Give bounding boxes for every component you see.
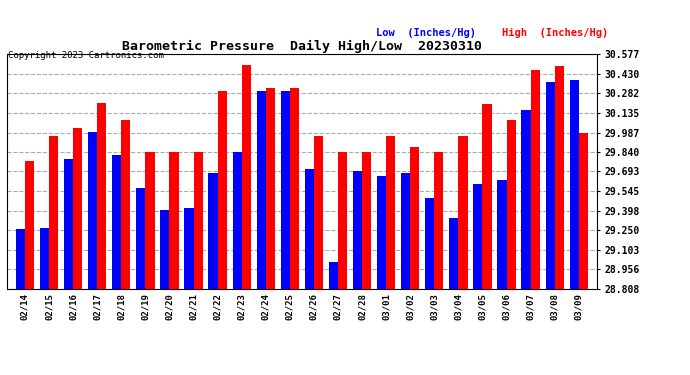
Bar [112,154,121,289]
Bar [522,110,531,289]
Bar [570,81,579,289]
Text: Copyright 2023 Cartronics.com: Copyright 2023 Cartronics.com [8,51,164,60]
Text: Low  (Inches/Hg): Low (Inches/Hg) [376,28,476,38]
Bar [425,198,434,289]
Bar [546,82,555,289]
Text: High  (Inches/Hg): High (Inches/Hg) [502,28,609,38]
Bar [64,159,73,289]
Bar [136,188,146,289]
Bar [184,208,193,289]
Title: Barometric Pressure  Daily High/Low  20230310: Barometric Pressure Daily High/Low 20230… [122,40,482,53]
Bar [193,152,203,289]
Bar [497,180,506,289]
Bar [411,147,420,289]
Bar [241,64,251,289]
Bar [386,136,395,289]
Bar [217,91,227,289]
Bar [170,152,179,289]
Bar [73,128,82,289]
Bar [449,218,458,289]
Bar [121,120,130,289]
Bar [353,171,362,289]
Bar [506,120,515,289]
Bar [88,132,97,289]
Bar [434,152,444,289]
Bar [160,210,170,289]
Bar [257,91,266,289]
Bar [97,103,106,289]
Bar [531,70,540,289]
Bar [329,262,338,289]
Bar [40,228,49,289]
Bar [377,176,386,289]
Bar [49,136,58,289]
Bar [314,136,323,289]
Bar [16,229,25,289]
Bar [362,152,371,289]
Bar [266,88,275,289]
Bar [25,161,34,289]
Bar [290,88,299,289]
Bar [305,169,314,289]
Bar [281,91,290,289]
Bar [579,132,588,289]
Bar [208,173,217,289]
Bar [338,152,347,289]
Bar [473,184,482,289]
Bar [233,152,241,289]
Bar [146,152,155,289]
Bar [555,66,564,289]
Bar [458,136,468,289]
Bar [482,104,491,289]
Bar [401,173,411,289]
